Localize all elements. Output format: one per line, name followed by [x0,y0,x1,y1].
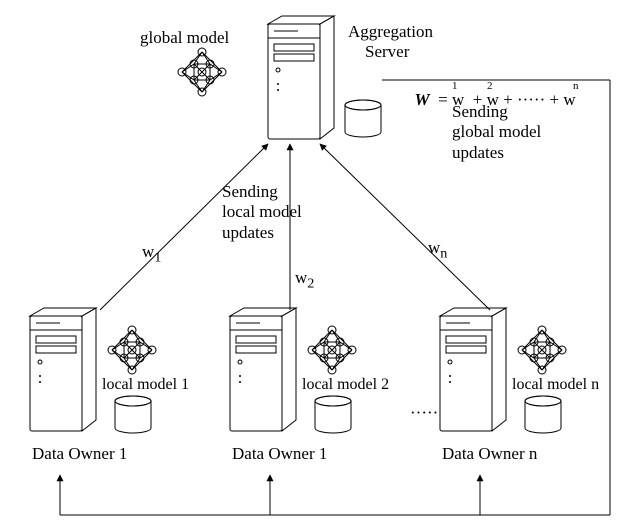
local-model-label: local model 2 [302,376,389,394]
wn-label: wn [428,238,447,262]
ellipsis: ····· [410,403,438,422]
owner-tower-icon [440,308,506,431]
local-model-icon [308,326,356,374]
server-title: Aggregation Server [348,22,433,62]
local-model-label: local model 1 [102,376,189,394]
owner-db-icon [315,396,351,433]
sending-local-label: Sending local model updates [222,182,302,243]
global-model-icon [178,48,226,96]
owner-tower-icon [230,308,296,431]
eq-sub2: 2 [487,80,493,92]
local-model-icon [518,326,566,374]
eq-sub1: 1 [452,80,458,92]
local-update-arrow [320,144,490,310]
server-db-icon [345,100,381,137]
w2-label: w2 [295,268,314,292]
owner-db-icon [115,396,151,433]
local-model-icon [108,326,156,374]
w1-label: w1 [142,242,161,266]
owner-label: Data Owner n [442,444,537,464]
sending-global-label: Sending global model updates [452,102,541,163]
owner-label: Data Owner 1 [32,444,127,464]
eq-subn: n [573,80,579,92]
global-model-label: global model [140,28,229,48]
owner-label: Data Owner 1 [232,444,327,464]
owner-tower-icon [30,308,96,431]
aggregation-server-icon [268,16,334,139]
local-model-label: local model n [512,376,599,394]
owner-db-icon [525,396,561,433]
